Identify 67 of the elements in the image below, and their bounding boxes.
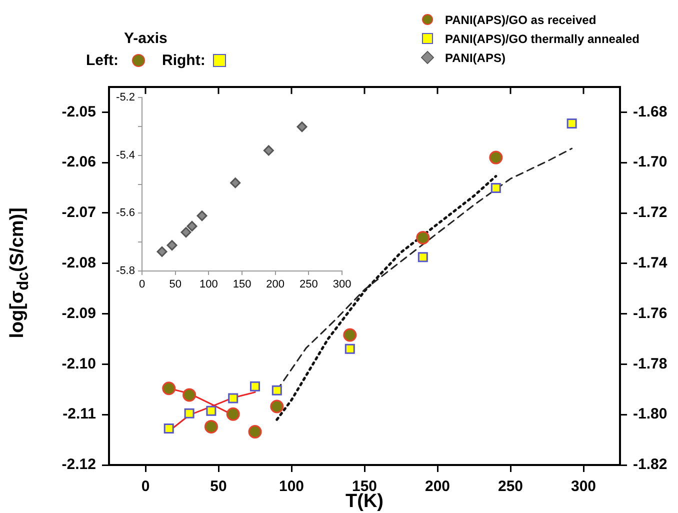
y-tick-label: -2.11 xyxy=(62,406,96,423)
point xyxy=(272,385,282,396)
y2-tick-label: -1.76 xyxy=(633,304,668,322)
point xyxy=(489,150,503,164)
legend-label: PANI(APS)/GO as received xyxy=(445,12,596,26)
x-tick-label: 0 xyxy=(138,278,146,291)
legend-label: PANI(APS) xyxy=(445,50,506,64)
point xyxy=(228,393,238,404)
point xyxy=(418,252,428,262)
x-tick-label: 50 xyxy=(210,478,227,496)
point xyxy=(296,122,308,132)
text: Left: xyxy=(86,52,118,69)
point xyxy=(164,423,174,434)
x-tick-label: 0 xyxy=(141,478,150,496)
y2-tick-label: -1.78 xyxy=(633,355,668,372)
point xyxy=(566,118,577,129)
point xyxy=(206,406,216,416)
point xyxy=(490,183,501,194)
point xyxy=(248,424,262,438)
y-tick-label: -5.4 xyxy=(116,149,135,162)
x-axis-title: T(K) xyxy=(346,490,384,512)
point xyxy=(344,344,355,354)
y2-tick-label: -1.80 xyxy=(633,406,668,423)
text: Right: xyxy=(162,52,206,69)
y2-tick-label: -1.74 xyxy=(633,254,668,272)
x-tick-label: 200 xyxy=(424,478,450,496)
y2-tick-label: -1.72 xyxy=(633,204,668,222)
point xyxy=(263,145,274,156)
y-tick-label: -5.6 xyxy=(116,207,135,220)
y-tick-label: -2.05 xyxy=(62,103,96,120)
y-tick-label: -2.07 xyxy=(62,204,96,222)
point xyxy=(230,178,241,188)
y-tick-label: -5.2 xyxy=(116,92,135,104)
x-tick-label: 100 xyxy=(199,278,218,291)
y2-tick-label: -1.68 xyxy=(633,103,668,120)
y2-tick-label: -1.82 xyxy=(633,456,668,474)
y-tick-label: -2.10 xyxy=(62,355,96,372)
point xyxy=(182,388,196,402)
point xyxy=(416,230,430,244)
point xyxy=(180,227,192,238)
text: Y-axis xyxy=(124,30,168,47)
point xyxy=(156,246,168,257)
x-tick-label: 300 xyxy=(570,478,596,496)
point xyxy=(270,400,284,414)
point xyxy=(186,220,198,232)
y-tick-label: -2.06 xyxy=(62,154,96,171)
point xyxy=(196,210,208,222)
x-tick-label: 50 xyxy=(169,278,182,291)
point xyxy=(166,240,178,251)
y-tick-label: -2.12 xyxy=(62,456,96,474)
point xyxy=(250,381,260,392)
y-tick-label: -2.08 xyxy=(62,254,96,272)
point xyxy=(162,382,176,396)
y-tick-label: -5.8 xyxy=(116,265,135,278)
x-tick-label: 300 xyxy=(332,278,352,291)
point xyxy=(204,420,218,434)
point xyxy=(343,328,357,342)
y-tick-label: -2.09 xyxy=(62,304,96,322)
x-tick-label: 250 xyxy=(498,478,524,496)
x-tick-label: 250 xyxy=(299,278,318,291)
x-tick-label: 100 xyxy=(278,478,304,496)
y2-tick-label: -1.70 xyxy=(633,154,668,171)
legend-label: PANI(APS)/GO thermally annealed xyxy=(445,32,640,46)
x-tick-label: 150 xyxy=(232,278,252,291)
point xyxy=(226,407,240,421)
point xyxy=(184,408,194,418)
x-tick-label: 200 xyxy=(266,278,285,291)
